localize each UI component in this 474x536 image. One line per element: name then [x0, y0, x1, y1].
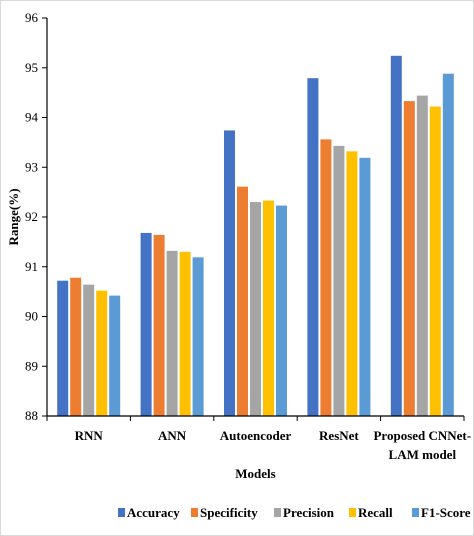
bar-f1-score [276, 205, 287, 416]
bar-f1-score [359, 157, 371, 417]
bar-accuracy [140, 232, 152, 416]
bar-precision [333, 145, 345, 417]
legend-swatch [191, 508, 198, 517]
legend-label: Recall [358, 505, 393, 520]
y-tick-label: 96 [25, 10, 39, 25]
y-tick-label: 93 [25, 159, 38, 174]
bar-specificity [403, 101, 415, 417]
bar-specificity [70, 277, 82, 416]
x-category-label: RNN [75, 428, 104, 443]
x-axis-category-labels: RNN ANN Autoencoder ResNet Proposed CNNet- LA… [75, 428, 471, 462]
legend-swatch [412, 508, 419, 517]
bar-precision [83, 284, 95, 416]
x-category-label: ANN [158, 428, 187, 443]
y-tick-label: 95 [25, 60, 38, 75]
bar-accuracy [390, 55, 402, 417]
legend-label: Accuracy [127, 505, 180, 520]
y-tick-label: 92 [25, 209, 38, 224]
x-category-label: ResNet [319, 428, 359, 443]
legend-label: F1-Score [421, 505, 471, 520]
x-category-label: Proposed CNNet- [373, 428, 471, 443]
bar-accuracy [307, 78, 319, 416]
bar-accuracy [224, 130, 235, 416]
bar-specificity [237, 186, 248, 416]
bar-recall [346, 151, 358, 416]
legend-label: Specificity [200, 505, 258, 520]
bar-specificity [153, 234, 165, 416]
y-tick-label: 94 [25, 110, 39, 125]
bar-recall [96, 290, 108, 416]
legend: Accuracy Specificity Precision Recall F1-Sco… [118, 505, 471, 520]
bar-precision [250, 202, 261, 416]
bar-precision [166, 250, 178, 416]
legend-swatch [349, 508, 356, 517]
legend-swatch [118, 508, 125, 517]
bar-precision [416, 95, 428, 417]
x-category-label: Autoencoder [220, 428, 292, 443]
bars-group [57, 55, 454, 417]
bar-accuracy [57, 280, 69, 416]
y-tick-label: 89 [25, 358, 38, 373]
legend-swatch [274, 508, 281, 517]
axes [46, 18, 465, 421]
x-category-label: LAM model [389, 447, 457, 462]
bar-recall [429, 106, 441, 417]
y-axis-title: Range(%) [6, 188, 21, 245]
legend-label: Precision [283, 505, 335, 520]
bar-specificity [320, 139, 332, 416]
y-tick-label: 88 [25, 408, 38, 423]
bar-f1-score [192, 257, 204, 416]
bar-f1-score [442, 73, 454, 416]
bar-recall [179, 251, 191, 416]
y-tick-label: 90 [25, 309, 38, 324]
y-tick-label: 91 [25, 259, 38, 274]
y-axis-ticks: 88 89 90 91 92 93 94 95 96 [25, 10, 47, 423]
x-axis-title: Models [235, 466, 275, 481]
bar-recall [263, 200, 274, 416]
bar-f1-score [109, 295, 121, 416]
